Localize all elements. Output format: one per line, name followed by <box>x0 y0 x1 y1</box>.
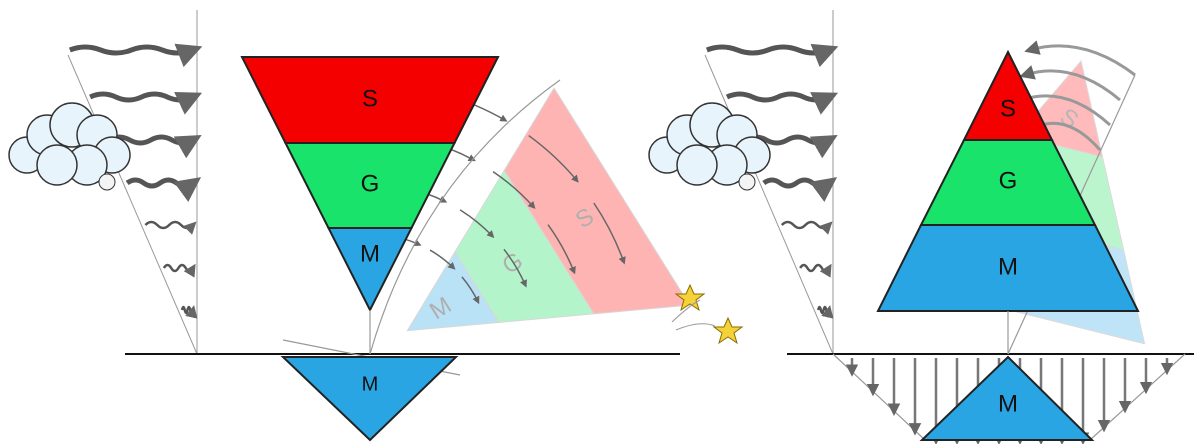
layer-label: G <box>999 167 1018 194</box>
wind-arrow <box>744 134 838 159</box>
wind-arrow <box>180 305 198 319</box>
rotation-arrow <box>459 209 495 239</box>
stars <box>671 283 744 345</box>
wind-arrow <box>68 43 203 68</box>
cloud-puff <box>98 173 116 191</box>
wind-arrow <box>125 177 202 202</box>
rotation-arrow <box>492 170 536 210</box>
rotation-arrow <box>1019 65 1121 102</box>
cloud-puff <box>36 144 78 186</box>
wind-arrow <box>144 220 197 235</box>
rotation-arrows <box>369 79 626 355</box>
cloud-puff <box>738 173 756 191</box>
wind-arrow <box>780 220 833 235</box>
root-label: M <box>362 373 379 395</box>
fan-edge <box>369 79 561 355</box>
rotation-arrow <box>1024 40 1136 77</box>
rotation-arrow <box>528 134 579 183</box>
wind-arrow <box>799 263 832 278</box>
wind-profiles <box>67 10 839 355</box>
rotation-arrow <box>547 224 576 275</box>
layer-label: M <box>998 253 1018 280</box>
profile-envelope <box>704 54 834 355</box>
cloud-puff <box>676 144 718 186</box>
wind-arrow <box>816 305 834 319</box>
layer-label: M <box>360 240 380 267</box>
triangle <box>876 49 1140 312</box>
layer-label: S <box>1000 95 1016 122</box>
wind-arrow <box>705 43 839 68</box>
root-triangle <box>280 356 459 442</box>
wind-arrow <box>725 91 839 115</box>
load-envelope <box>832 353 926 441</box>
wind-arrow <box>107 134 202 159</box>
clouds <box>8 102 771 191</box>
wind-arrow <box>762 177 838 202</box>
inverted-triangle <box>240 56 500 313</box>
rotation-arrow <box>461 276 480 305</box>
layer-label: G <box>361 170 380 197</box>
rotation-arrow <box>429 249 456 270</box>
wind-arrow <box>162 263 196 278</box>
rotation-arrow <box>593 202 626 265</box>
rotation-arrow <box>503 248 527 288</box>
root-label: M <box>998 390 1018 417</box>
layer-label: S <box>362 85 378 112</box>
profile-envelope <box>67 54 198 355</box>
root-triangle <box>919 355 1095 441</box>
ghost-triangle: M G S <box>406 87 691 332</box>
wind-arrow <box>89 91 203 115</box>
